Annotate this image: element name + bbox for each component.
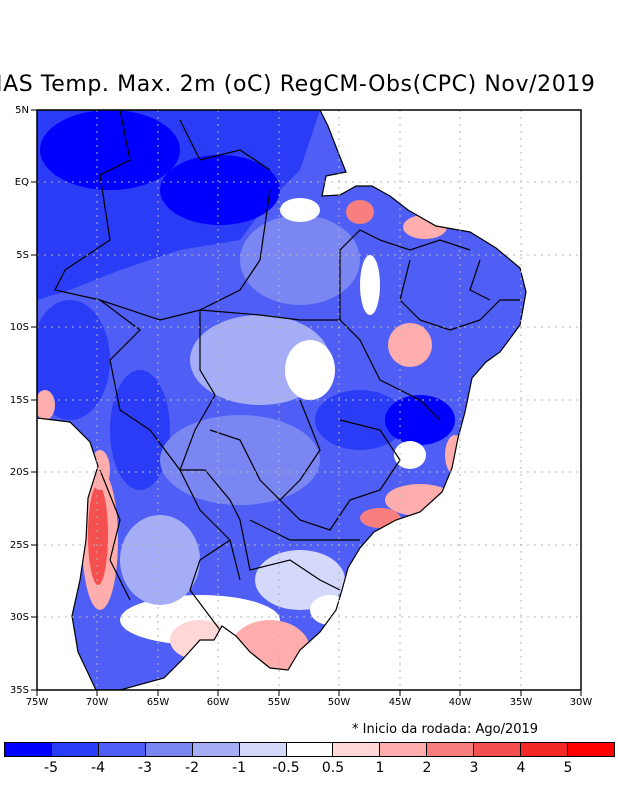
legend-swatch: [286, 743, 334, 756]
legend-swatch: [239, 743, 287, 756]
lon-label: 75W: [26, 697, 49, 708]
legend-swatch: [98, 743, 146, 756]
lon-label: 65W: [147, 697, 170, 708]
legend-swatch: [5, 743, 52, 756]
legend-swatch: [380, 743, 428, 756]
legend-labels: -5 -4 -3 -2 -1 -0.5 0.5 1 2 3 4 5: [0, 760, 618, 780]
lat-label: 20S: [10, 467, 29, 478]
legend-label: -1: [232, 760, 246, 776]
legend-swatch: [333, 743, 381, 756]
legend-swatch: [192, 743, 240, 756]
lat-label: 30S: [10, 612, 29, 623]
legend-label: 0.5: [321, 760, 345, 776]
color-legend: [4, 742, 615, 757]
run-start-note: * Inicio da rodada: Ago/2019: [352, 722, 539, 737]
lat-label: 35S: [10, 685, 29, 696]
legend-label: -3: [138, 760, 152, 776]
legend-swatch: [51, 743, 99, 756]
lat-label: 5N: [15, 105, 29, 116]
legend-label: -2: [185, 760, 199, 776]
legend-swatch: [474, 743, 522, 756]
frame-ticks: [31, 109, 582, 696]
lon-label: 45W: [389, 697, 412, 708]
lon-label: 40W: [449, 697, 472, 708]
lon-label: 70W: [86, 697, 109, 708]
legend-label: 4: [516, 760, 526, 776]
legend-label: -0.5: [272, 760, 300, 776]
graticule: [37, 110, 581, 690]
map-title: IAS Temp. Max. 2m (oC) RegCM-Obs(CPC) No…: [0, 72, 596, 97]
legend-label: -4: [91, 760, 105, 776]
lat-label: 10S: [10, 322, 29, 333]
lat-label: 15S: [10, 395, 29, 406]
legend-swatch: [521, 743, 569, 756]
legend-swatch: [427, 743, 475, 756]
legend-label: -5: [44, 760, 58, 776]
lon-label: 30W: [570, 697, 593, 708]
legend-label: 2: [422, 760, 432, 776]
legend-swatch: [568, 743, 614, 756]
legend-label: 5: [563, 760, 573, 776]
lon-label: 55W: [268, 697, 291, 708]
lat-label: 25S: [10, 540, 29, 551]
boundaries: [37, 110, 527, 690]
legend-label: 3: [469, 760, 479, 776]
lon-label: 60W: [207, 697, 230, 708]
lon-label: 35W: [510, 697, 533, 708]
lat-label: 5S: [16, 250, 29, 261]
lon-label: 50W: [328, 697, 351, 708]
legend-swatch: [145, 743, 193, 756]
legend-label: 1: [375, 760, 385, 776]
lat-label: EQ: [15, 177, 29, 188]
